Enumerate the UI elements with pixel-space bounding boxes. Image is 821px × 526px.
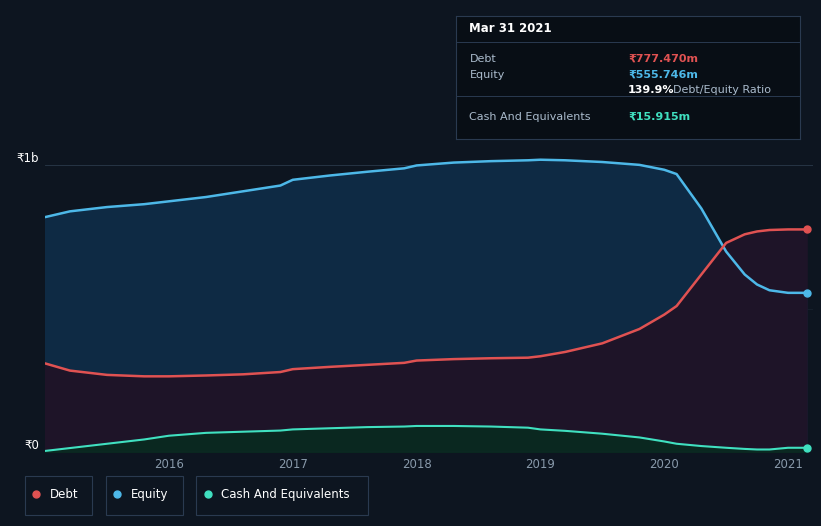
- Text: Debt/Equity Ratio: Debt/Equity Ratio: [673, 85, 771, 95]
- Text: Cash And Equivalents: Cash And Equivalents: [221, 488, 350, 501]
- Text: Debt: Debt: [470, 54, 496, 64]
- Text: Debt: Debt: [49, 488, 78, 501]
- Text: 139.9%: 139.9%: [628, 85, 675, 95]
- Text: Equity: Equity: [470, 70, 505, 80]
- Text: Cash And Equivalents: Cash And Equivalents: [470, 112, 591, 122]
- Text: ₹0: ₹0: [24, 439, 39, 452]
- Text: ₹777.470m: ₹777.470m: [628, 54, 698, 64]
- Text: ₹15.915m: ₹15.915m: [628, 112, 690, 122]
- Text: ₹555.746m: ₹555.746m: [628, 70, 698, 80]
- Text: Mar 31 2021: Mar 31 2021: [470, 22, 552, 35]
- Text: Equity: Equity: [131, 488, 168, 501]
- Text: ₹1b: ₹1b: [16, 153, 39, 166]
